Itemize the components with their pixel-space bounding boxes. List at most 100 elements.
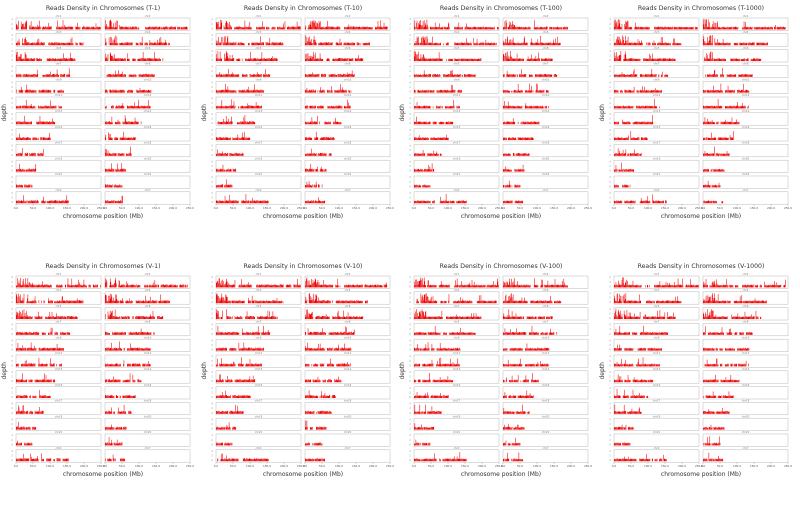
depth-bar [504,90,506,93]
depth-bar [338,73,340,77]
depth-bar [138,58,140,62]
depth-bar [311,43,313,46]
depth-bar [252,105,254,109]
depth-bar [231,153,233,156]
depth-bar [309,137,311,141]
depth-bar [130,42,131,46]
depth-bar [441,89,443,93]
depth-bar [424,74,426,77]
depth-bar [33,168,35,172]
depth-bar [223,169,224,172]
depth-bar [533,106,534,109]
depth-bar [28,168,30,172]
depth-bar [446,106,448,109]
depth-bar [20,200,22,204]
depth-bar [220,36,222,46]
depth-bar [334,27,336,30]
depth-bar [111,200,112,204]
depth-bar [326,136,327,141]
depth-bar [485,39,487,46]
depth-bar [525,27,527,30]
track-frame [15,159,102,173]
depth-bar [469,27,471,30]
depth-bar [347,57,349,61]
depth-bar [526,90,528,93]
depth-bar [235,42,236,46]
depth-bar [72,26,73,30]
depth-bar [21,26,23,30]
depth-bar [523,38,525,46]
depth-bar [108,169,110,172]
depth-bar [218,201,220,204]
depth-bar [133,58,135,62]
depth-bar [18,106,19,109]
depth-bar [511,105,512,109]
depth-bar [309,36,310,46]
depth-bar [306,200,308,204]
depth-bar [131,90,132,93]
depth-bar [545,43,546,46]
depth-bar [118,169,120,172]
depth-bar [481,27,482,30]
depth-bar [119,153,120,156]
depth-bar [326,121,328,125]
depth-bar [436,58,437,62]
depth-bar [109,89,110,93]
depth-bar [539,106,540,109]
depth-bar [505,90,506,93]
y-tick-label: 2 [11,102,13,105]
depth-bar [505,106,507,109]
depth-bar [132,26,134,30]
depth-bar [115,137,116,140]
depth-bar [295,26,296,30]
depth-bar [78,27,79,30]
depth-bar [417,26,419,30]
depth-bar [521,138,522,141]
depth-bar [358,58,360,62]
y-tick-label: 0 [11,138,13,141]
depth-bar [168,26,170,30]
depth-bar [473,59,475,62]
depth-bar [142,52,144,62]
depth-bar [155,58,157,62]
depth-bar [459,90,461,93]
depth-bar [232,72,234,77]
depth-bar [424,121,426,125]
chromosome-label: chr12 [344,93,352,97]
depth-bar [17,200,19,204]
depth-bar [105,184,107,188]
depth-bar [257,89,258,93]
depth-bar [308,37,309,46]
depth-bar [545,74,547,77]
depth-bar [217,24,219,30]
depth-bar [110,36,112,46]
depth-bar [317,115,318,125]
depth-bar [24,115,25,125]
depth-bar [272,59,274,61]
depth-bar [433,58,434,62]
depth-bar [51,42,52,46]
depth-bar [30,89,31,93]
depth-bar [541,74,542,77]
depth-bar [330,90,332,93]
depth-bar [321,59,322,62]
depth-bar [337,42,339,46]
depth-bar [467,42,468,46]
depth-bar [426,89,427,93]
depth-bar [28,184,30,188]
depth-bar [231,169,232,172]
x-tick-label: 200.0 [280,206,288,210]
depth-bar [328,42,330,46]
depth-bar [118,185,119,188]
depth-bar [255,90,257,93]
depth-bar [509,137,510,141]
depth-bar [37,59,39,62]
depth-bar [34,27,35,30]
depth-bar [35,74,36,77]
depth-bar [341,89,342,93]
depth-bar [121,89,123,93]
depth-bar [45,26,47,30]
depth-bar [109,133,111,140]
depth-bar [218,43,220,46]
depth-bar [436,105,437,109]
